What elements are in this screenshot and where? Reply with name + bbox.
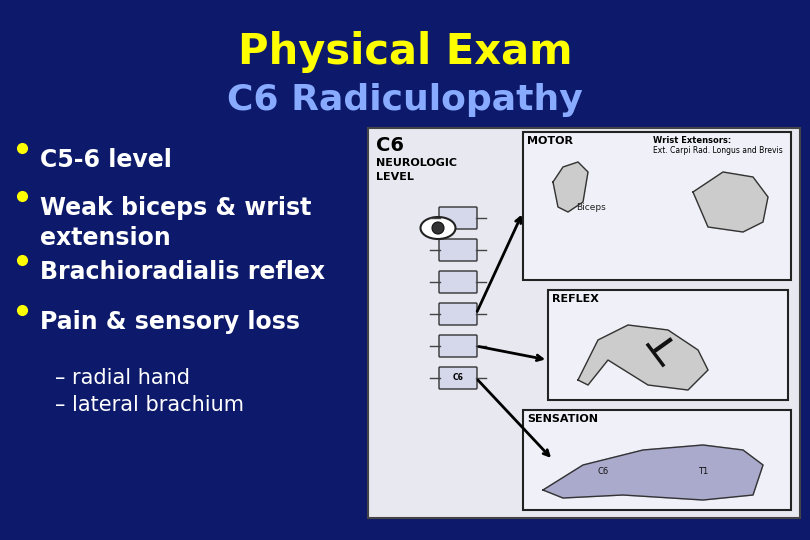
Text: Physical Exam: Physical Exam [238, 31, 572, 73]
Text: C5-6 level: C5-6 level [40, 148, 172, 172]
FancyBboxPatch shape [548, 290, 788, 400]
Text: C6 Radiculopathy: C6 Radiculopathy [227, 83, 583, 117]
Polygon shape [543, 445, 763, 500]
Text: NEUROLOGIC: NEUROLOGIC [376, 158, 457, 168]
FancyBboxPatch shape [439, 271, 477, 293]
Text: – lateral brachium: – lateral brachium [55, 395, 244, 415]
Text: Ext. Carpi Rad. Longus and Brevis: Ext. Carpi Rad. Longus and Brevis [653, 146, 782, 155]
FancyBboxPatch shape [523, 132, 791, 280]
Ellipse shape [420, 217, 455, 239]
FancyBboxPatch shape [523, 410, 791, 510]
Text: LEVEL: LEVEL [376, 172, 414, 182]
FancyBboxPatch shape [439, 207, 477, 229]
Circle shape [432, 222, 444, 234]
Text: – radial hand: – radial hand [55, 368, 190, 388]
FancyBboxPatch shape [439, 367, 477, 389]
Text: MOTOR: MOTOR [527, 136, 573, 146]
FancyBboxPatch shape [439, 335, 477, 357]
Text: C6: C6 [376, 136, 404, 155]
Text: Brachioradialis reflex: Brachioradialis reflex [40, 260, 325, 284]
Text: Wrist Extensors:: Wrist Extensors: [653, 136, 731, 145]
Text: Weak biceps & wrist
extension: Weak biceps & wrist extension [40, 196, 311, 249]
FancyBboxPatch shape [368, 128, 800, 518]
Text: REFLEX: REFLEX [552, 294, 599, 304]
Text: SENSATION: SENSATION [527, 414, 598, 424]
Polygon shape [553, 162, 588, 212]
FancyBboxPatch shape [439, 239, 477, 261]
Text: Biceps: Biceps [576, 202, 606, 212]
Polygon shape [693, 172, 768, 232]
Text: C6: C6 [597, 468, 608, 476]
Text: T1: T1 [698, 468, 708, 476]
Text: C6: C6 [453, 374, 463, 382]
Text: Pain & sensory loss: Pain & sensory loss [40, 310, 300, 334]
FancyBboxPatch shape [439, 303, 477, 325]
Polygon shape [578, 325, 708, 390]
